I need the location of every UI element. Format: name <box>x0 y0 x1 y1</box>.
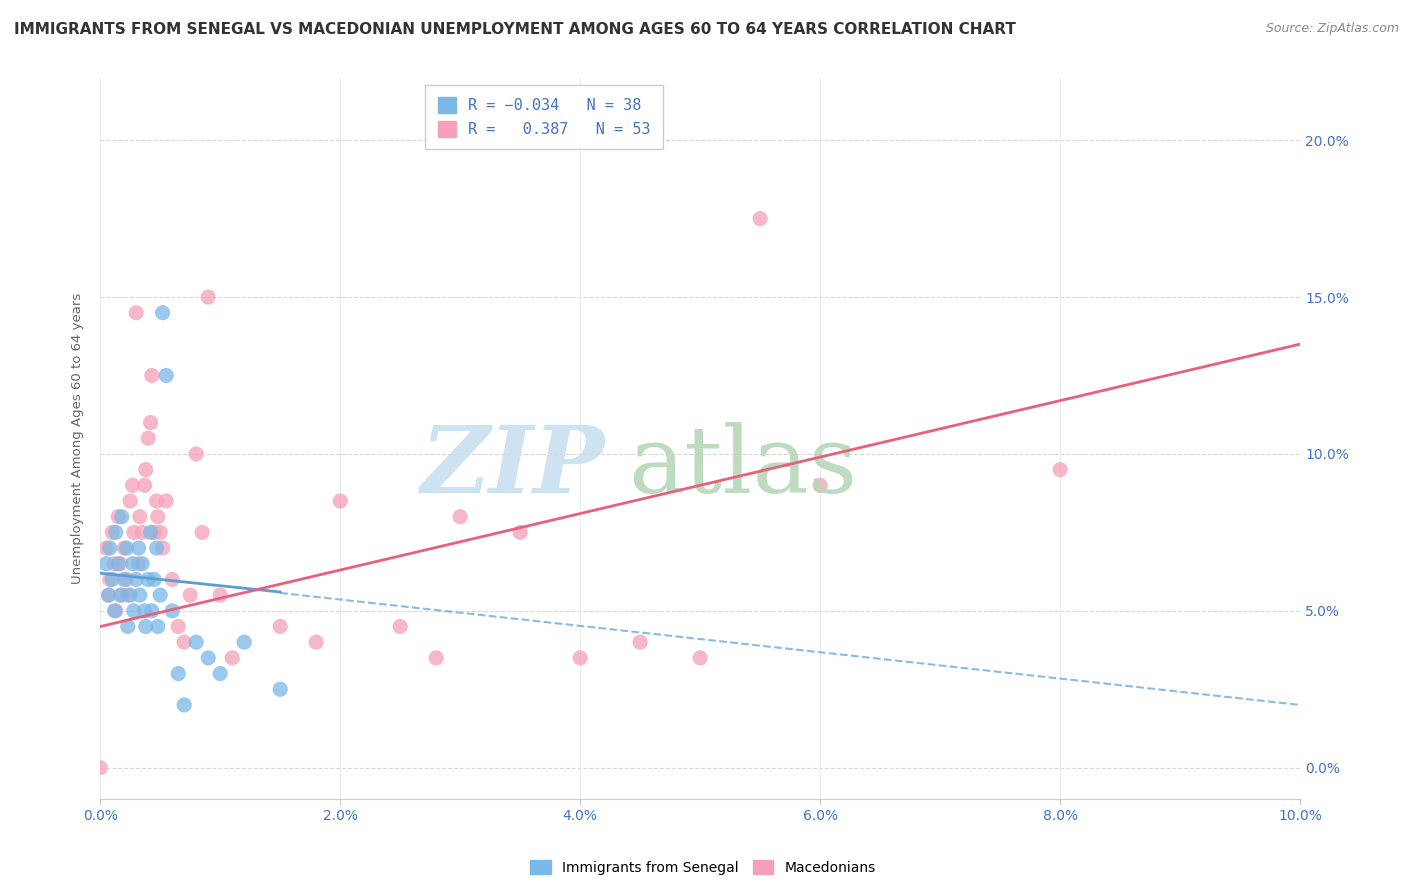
Point <box>135 619 157 633</box>
Point <box>117 619 139 633</box>
Point <box>96 541 118 555</box>
Point <box>89 761 111 775</box>
Point <box>136 431 159 445</box>
Point <box>122 525 145 540</box>
Point <box>329 494 352 508</box>
Point <box>155 494 177 508</box>
Point <box>152 541 174 555</box>
Point <box>120 494 142 508</box>
Point <box>143 573 166 587</box>
Point <box>152 306 174 320</box>
Point <box>131 525 153 540</box>
Point <box>128 557 150 571</box>
Point <box>689 651 711 665</box>
Point <box>128 541 150 555</box>
Point <box>98 573 121 587</box>
Point <box>96 557 118 571</box>
Point <box>146 619 169 633</box>
Point <box>97 588 120 602</box>
Point <box>101 573 124 587</box>
Point <box>808 478 831 492</box>
Point <box>97 588 120 602</box>
Point <box>136 573 159 587</box>
Point <box>115 541 138 555</box>
Point <box>112 541 135 555</box>
Point <box>101 525 124 540</box>
Point <box>141 368 163 383</box>
Legend: Immigrants from Senegal, Macedonians: Immigrants from Senegal, Macedonians <box>524 855 882 880</box>
Point <box>160 604 183 618</box>
Text: atlas: atlas <box>628 422 858 512</box>
Point <box>145 541 167 555</box>
Point <box>104 604 127 618</box>
Point <box>121 478 143 492</box>
Point <box>191 525 214 540</box>
Point <box>167 619 190 633</box>
Point <box>117 588 139 602</box>
Point <box>749 211 772 226</box>
Point <box>146 509 169 524</box>
Point <box>197 651 219 665</box>
Point <box>98 541 121 555</box>
Point <box>173 635 195 649</box>
Point <box>389 619 412 633</box>
Point <box>269 682 291 697</box>
Point <box>111 509 134 524</box>
Point <box>173 698 195 712</box>
Point <box>186 635 208 649</box>
Point <box>112 573 135 587</box>
Point <box>149 588 172 602</box>
Point <box>305 635 328 649</box>
Point <box>110 557 132 571</box>
Point <box>107 557 129 571</box>
Point <box>104 557 127 571</box>
Point <box>160 573 183 587</box>
Point <box>233 635 256 649</box>
Text: Source: ZipAtlas.com: Source: ZipAtlas.com <box>1265 22 1399 36</box>
Point <box>107 509 129 524</box>
Point <box>209 666 232 681</box>
Point <box>110 588 132 602</box>
Point <box>197 290 219 304</box>
Point <box>121 557 143 571</box>
Point <box>104 525 127 540</box>
Point <box>425 651 447 665</box>
Point <box>145 494 167 508</box>
Point <box>155 368 177 383</box>
Point <box>209 588 232 602</box>
Text: IMMIGRANTS FROM SENEGAL VS MACEDONIAN UNEMPLOYMENT AMONG AGES 60 TO 64 YEARS COR: IMMIGRANTS FROM SENEGAL VS MACEDONIAN UN… <box>14 22 1017 37</box>
Point <box>179 588 201 602</box>
Point <box>221 651 243 665</box>
Point <box>167 666 190 681</box>
Point <box>509 525 531 540</box>
Point <box>139 525 162 540</box>
Point <box>131 557 153 571</box>
Point <box>135 462 157 476</box>
Point <box>269 619 291 633</box>
Point <box>122 604 145 618</box>
Point <box>186 447 208 461</box>
Legend: R = −0.034   N = 38, R =   0.387   N = 53: R = −0.034 N = 38, R = 0.387 N = 53 <box>426 85 662 149</box>
Point <box>104 604 127 618</box>
Point <box>125 306 148 320</box>
Point <box>628 635 651 649</box>
Point <box>149 525 172 540</box>
Point <box>139 416 162 430</box>
Point <box>128 588 150 602</box>
Y-axis label: Unemployment Among Ages 60 to 64 years: Unemployment Among Ages 60 to 64 years <box>72 293 84 584</box>
Point <box>120 588 142 602</box>
Point <box>569 651 592 665</box>
Point <box>449 509 471 524</box>
Text: ZIP: ZIP <box>420 422 605 512</box>
Point <box>143 525 166 540</box>
Point <box>115 573 138 587</box>
Point <box>134 478 156 492</box>
Point <box>1049 462 1071 476</box>
Point <box>125 573 148 587</box>
Point <box>128 509 150 524</box>
Point <box>141 604 163 618</box>
Point <box>111 588 134 602</box>
Point <box>134 604 156 618</box>
